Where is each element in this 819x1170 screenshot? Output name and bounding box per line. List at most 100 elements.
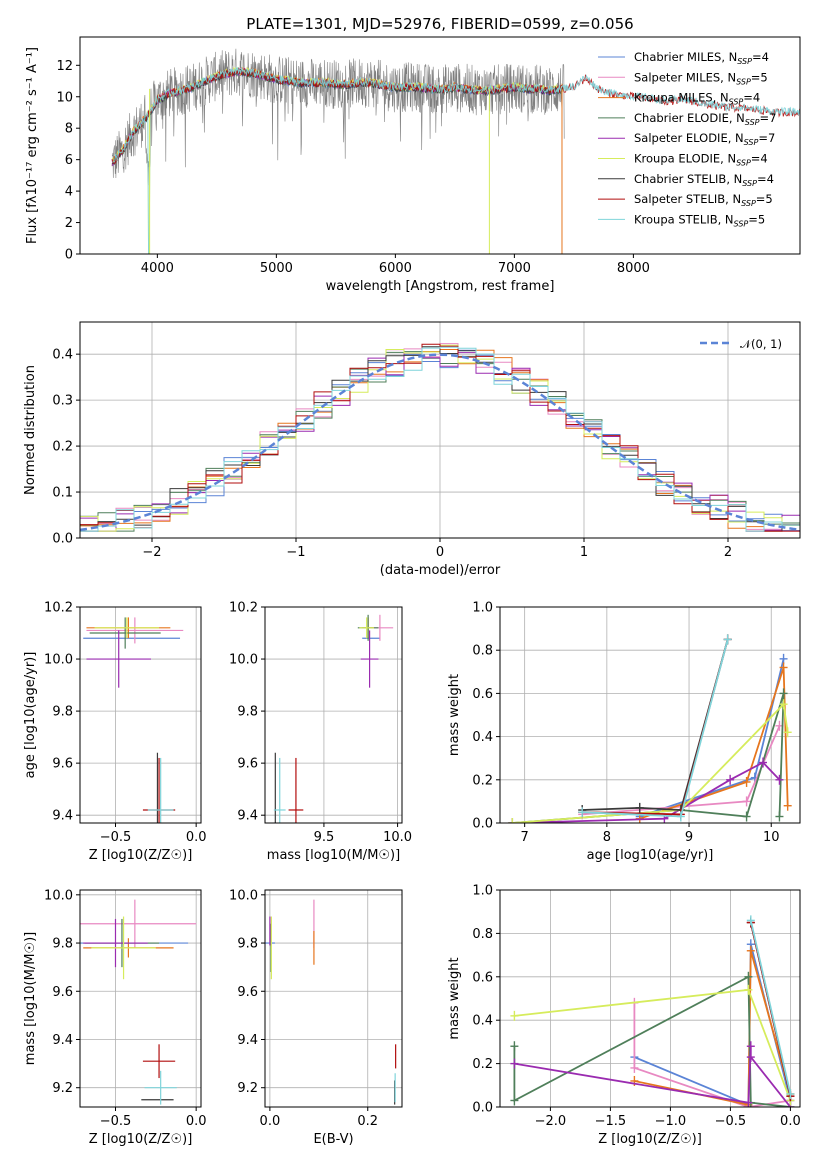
age-vs-mass-panel: 9.5 10.0 9.4 9.6 9.8 10.0 10.2 mass [log10(M/M☉…: [229, 601, 412, 864]
y-tick-label: 4: [65, 185, 73, 200]
model-spectrum-kroupa-stelib: [112, 66, 800, 254]
y-tick-label: 0.8: [472, 644, 493, 659]
legend-label: Salpeter STELIB, NSSP=5: [634, 192, 773, 208]
y-tick-label: 0.8: [472, 927, 493, 942]
x-tick-label: −1.5: [595, 1114, 627, 1129]
x-axis-label: age [log10(age/yr)]: [587, 848, 714, 863]
y-tick-label: 10.0: [44, 653, 73, 668]
legend-subscript: SSP: [736, 77, 751, 86]
x-tick-label: 0.0: [186, 1114, 207, 1129]
axes-frame: [499, 606, 801, 824]
y-tick-label: 0.6: [472, 970, 493, 985]
x-tick-label: −2: [142, 545, 161, 560]
legend-label: Chabrier ELODIE, NSSP=7: [634, 111, 776, 127]
x-axis-label: wavelength [Angstrom, rest frame]: [326, 279, 555, 294]
x-axis-label: E(B-V): [313, 1132, 353, 1147]
axes-frame: [499, 889, 801, 1108]
legend-subscript: SSP: [744, 138, 759, 147]
legend-label: Salpeter ELODIE, NSSP=7: [634, 131, 775, 147]
legend-tail: =4: [757, 172, 774, 186]
y-tick-label: 9.4: [237, 809, 258, 824]
residual-histogram-panel: −2 −1 0 1 2 0.0 0.1 0.2 0.3 0.4 (data-model)/error…: [23, 321, 801, 578]
y-axis-label: mass weight: [447, 957, 462, 1039]
x-tick-label: 9: [685, 830, 693, 845]
mass-vs-extinction-panel: 0.0 0.2 9.2 9.4 9.6 9.8 10.0 E(B-V): [229, 888, 403, 1147]
model-spectrum-salpeter-stelib: [111, 67, 800, 165]
observed-spectrum: [111, 48, 565, 186]
y-axis-label: Flux [fλ10⁻¹⁷ erg cm⁻² s⁻¹ A⁻¹]: [25, 47, 40, 244]
spectrum-panel: 4000 5000 6000 7000 8000 0 2 4 6 8 10 12 wavelength …: [25, 36, 801, 294]
y-tick-label: 0.4: [472, 1014, 493, 1029]
x-axis-label: Z [log10(Z/Z☉)]: [598, 1132, 702, 1147]
x-tick-label: 5000: [260, 261, 293, 276]
y-tick-label: 0.4: [472, 730, 493, 745]
y-tick-label: 9.4: [52, 1033, 73, 1048]
y-tick-label: 0.2: [472, 773, 493, 788]
y-tick-label: 0.6: [472, 687, 493, 702]
axes-frame: [264, 889, 403, 1108]
x-tick-label: −1.0: [655, 1114, 687, 1129]
x-axis-label: mass [log10(M/M☉)]: [267, 848, 400, 863]
y-tick-label: 10.2: [44, 601, 73, 616]
spectrum-legend: Chabrier MILES, NSSP=4 Salpeter MILES, NS…: [598, 50, 776, 228]
x-tick-label: 7000: [498, 261, 531, 276]
y-tick-label: 10.0: [229, 888, 258, 903]
axes-frame: [79, 606, 202, 824]
y-axis-label: Normed distribution: [23, 365, 38, 495]
histogram-steps: [80, 343, 800, 532]
y-tick-label: 0.4: [52, 348, 73, 363]
x-tick-label: 0.0: [780, 1114, 801, 1129]
errorbars: [273, 614, 394, 823]
x-tick-label: 0.2: [357, 1114, 378, 1129]
y-tick-label: 0.2: [472, 1057, 493, 1072]
errorbars: [80, 899, 197, 1105]
x-tick-label: −2.0: [535, 1114, 567, 1129]
y-tick-label: 0: [65, 248, 73, 263]
normal-curve: [80, 353, 800, 532]
x-tick-label: −0.5: [100, 830, 132, 845]
x-tick-label: 10: [763, 830, 780, 845]
normal-legend-label: 𝒩(0, 1): [740, 337, 782, 351]
hist-salpeter-stelib: [80, 343, 800, 532]
weight-lines: [510, 915, 795, 1107]
weight-line-salpeter-miles: [633, 1002, 791, 1107]
weight-line-salpeter-stelib: [582, 639, 729, 816]
y-tick-label: 9.6: [237, 985, 258, 1000]
x-tick-label: −1: [286, 545, 305, 560]
legend-tail: =5: [748, 212, 765, 226]
hist-kroupa-stelib: [80, 346, 800, 532]
y-tick-label: 10.0: [229, 653, 258, 668]
legend-label: Salpeter MILES, NSSP=5: [634, 70, 768, 86]
y-tick-label: 2: [65, 216, 73, 231]
x-tick-label: 1: [580, 545, 588, 560]
legend-tail: =4: [751, 152, 768, 166]
y-tick-label: 9.6: [52, 757, 73, 772]
weight-lines: [508, 634, 792, 823]
x-tick-label: 9.5: [314, 830, 335, 845]
age-vs-metallicity-panel: −0.5 0.0 9.4 9.6 9.8 10.0 10.2 Z [log10(Z/Z☉)] a…: [23, 601, 207, 864]
y-tick-label: 1.0: [472, 601, 493, 616]
weight-line-kroupa-miles: [639, 667, 789, 820]
y-tick-label: 9.8: [237, 937, 258, 952]
y-tick-label: 1.0: [472, 884, 493, 899]
x-tick-label: 4000: [141, 261, 174, 276]
x-tick-label: 7: [521, 830, 529, 845]
axes-frame: [79, 321, 801, 539]
x-tick-label: 8000: [617, 261, 650, 276]
legend-subscript: SSP: [729, 98, 744, 107]
legend-tail: =7: [760, 111, 777, 125]
x-tick-label: 0.0: [186, 830, 207, 845]
x-tick-label: 10.0: [383, 830, 412, 845]
x-tick-label: 6000: [379, 261, 412, 276]
weight-line-chabrier-elodie: [512, 693, 785, 823]
legend-label: Kroupa ELODIE, NSSP=4: [634, 152, 768, 168]
y-tick-label: 9.8: [52, 705, 73, 720]
weight-vs-age-panel: 7 8 9 10 0.0 0.2 0.4 0.6 0.8 1.0 age [log10(age/yr…: [447, 601, 801, 863]
legend-tail: =4: [752, 50, 769, 64]
legend-tail: =7: [758, 131, 775, 145]
legend-subscript: SSP: [737, 57, 752, 66]
figure-title: PLATE=1301, MJD=52976, FIBERID=0599, z=0…: [246, 15, 633, 33]
y-tick-label: 9.6: [237, 757, 258, 772]
y-tick-label: 9.4: [52, 809, 73, 824]
